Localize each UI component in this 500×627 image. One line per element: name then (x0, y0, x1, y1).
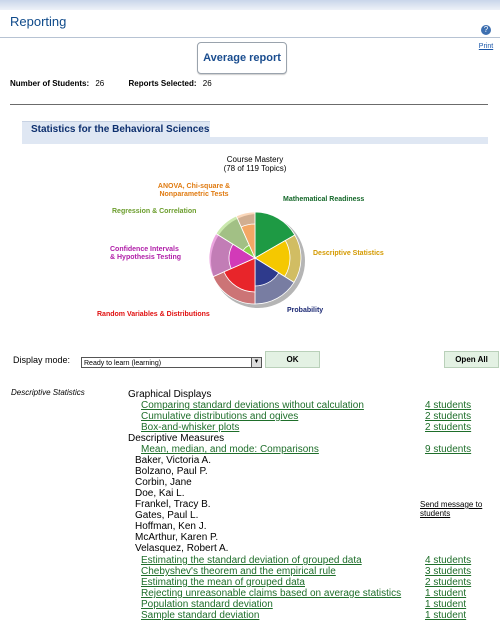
student-count-link[interactable]: 4 students (425, 555, 472, 566)
course-title: Statistics for the Behavioral Sciences (22, 121, 210, 137)
pie-slice-mastered-random-variables-distributions (223, 257, 256, 293)
student-name: Bolzano, Paul P. (135, 466, 208, 477)
print-icon[interactable]: ? (481, 25, 491, 35)
send-message-line1[interactable]: Send message to (420, 500, 483, 509)
student-name: McArthur, Karen P. (135, 532, 219, 543)
student-count-link[interactable]: 4 students (425, 400, 472, 411)
pie-slice-mastered-anova-chi-square-nonparametric-tests (240, 223, 256, 259)
display-mode-label: Display mode: (13, 355, 71, 365)
label-probability: Probability (287, 307, 324, 314)
student-count-link[interactable]: 1 student (425, 588, 467, 599)
print-link[interactable]: Print (478, 43, 494, 50)
chart-title: Course Mastery (78 of 119 Topics) (200, 155, 310, 173)
topic-link[interactable]: Chebyshev's theorem and the empirical ru… (141, 566, 336, 577)
reports-value: 26 (202, 79, 212, 88)
send-message-line2[interactable]: students (420, 509, 451, 518)
area-label: Descriptive Statistics (11, 388, 85, 397)
topic-link[interactable]: Cumulative distributions and ogives (141, 411, 299, 422)
label-anova-line1: ANOVA, Chi-square & (157, 183, 231, 190)
top-banner (0, 0, 500, 10)
label-confidence: Confidence Intervals & Hypothesis Testin… (110, 246, 181, 262)
print-button[interactable]: ? Print (476, 25, 496, 53)
students-label: Number of Students: (10, 79, 90, 88)
display-mode-value: Ready to learn (learning) (84, 360, 162, 367)
students-value: 26 (95, 79, 105, 88)
label-anova-line2: Nonparametric Tests (159, 191, 229, 198)
student-count-link[interactable]: 1 student (425, 610, 467, 621)
topic-link[interactable]: Comparing standard deviations without ca… (141, 400, 364, 411)
label-anova: ANOVA, Chi-square & Nonparametric Tests (151, 183, 237, 199)
label-ci-line1: Confidence Intervals (110, 246, 179, 253)
student-name: Doe, Kai L. (135, 488, 185, 499)
topic-link[interactable]: Rejecting unreasonable claims based on a… (141, 588, 402, 599)
student-name: Gates, Paul L. (135, 510, 199, 521)
label-ci-line2: & Hypothesis Testing (110, 254, 182, 261)
student-name: Frankel, Tracy B. (135, 499, 211, 510)
stats-summary: Number of Students: 26 Reports Selected:… (10, 79, 212, 88)
section-divider (10, 104, 488, 105)
topic-link[interactable]: Estimating the mean of grouped data (141, 577, 305, 588)
reports-label: Reports Selected: (128, 79, 197, 88)
student-name: Hoffman, Ken J. (135, 521, 207, 532)
student-count-link[interactable]: 2 students (425, 422, 472, 433)
pie-slice-mastered-mathematical-readiness (254, 211, 296, 259)
topic-link[interactable]: Population standard deviation (141, 599, 273, 610)
label-descriptive-stats: Descriptive Statistics (313, 250, 384, 257)
course-mastery-pie-chart (208, 211, 305, 308)
student-count-link[interactable]: 9 students (425, 444, 472, 455)
student-name: Baker, Victoria A. (135, 455, 211, 466)
topic-link[interactable]: Box-and-whisker plots (141, 422, 240, 433)
chart-subtitle-text: (78 of 119 Topics) (223, 164, 287, 173)
label-regression: Regression & Correlation (112, 208, 197, 215)
label-random-variables: Random Variables & Distributions (97, 311, 210, 318)
student-count-link[interactable]: 2 students (425, 577, 472, 588)
chevron-down-icon[interactable]: ▼ (251, 358, 261, 367)
topic-link[interactable]: Estimating the standard deviation of gro… (141, 555, 362, 566)
display-mode-select[interactable]: Ready to learn (learning) ▼ (81, 357, 262, 368)
student-name: Velasquez, Robert A. (135, 543, 229, 554)
group-descriptive-measures: Descriptive Measures (128, 433, 225, 444)
chart-title-text: Course Mastery (226, 155, 284, 164)
average-report-button[interactable]: Average report (197, 42, 287, 74)
topic-link[interactable]: Mean, median, and mode: Comparisons (141, 444, 319, 455)
page-title: Reporting (10, 14, 67, 29)
student-count-link[interactable]: 2 students (425, 411, 472, 422)
course-title-bar (22, 137, 488, 144)
label-math-readiness: Mathematical Readiness (283, 196, 365, 203)
topic-link[interactable]: Sample standard deviation (141, 610, 260, 621)
header-divider (0, 37, 500, 38)
open-all-button[interactable]: Open All (444, 351, 499, 368)
student-name: Corbin, Jane (135, 477, 192, 488)
student-count-link[interactable]: 3 students (425, 566, 472, 577)
student-count-link[interactable]: 1 student (425, 599, 467, 610)
ok-button[interactable]: OK (265, 351, 320, 368)
pie-slices (208, 211, 302, 305)
group-graphical-displays: Graphical Displays (128, 389, 212, 400)
send-message-link[interactable]: Send message to students (420, 500, 482, 518)
